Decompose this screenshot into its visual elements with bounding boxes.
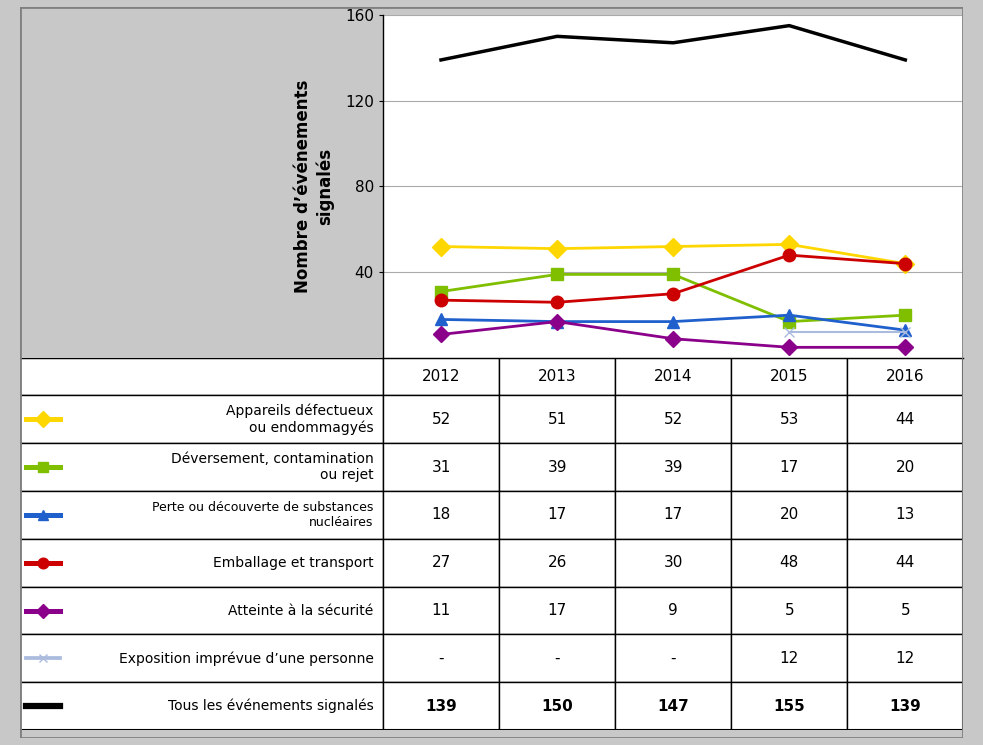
FancyBboxPatch shape	[383, 539, 499, 586]
Text: 44: 44	[896, 555, 915, 570]
FancyBboxPatch shape	[847, 586, 963, 635]
FancyBboxPatch shape	[383, 396, 499, 443]
Text: 12: 12	[896, 651, 915, 666]
Text: 31: 31	[432, 460, 450, 475]
FancyBboxPatch shape	[383, 443, 499, 491]
FancyBboxPatch shape	[499, 491, 615, 539]
FancyBboxPatch shape	[20, 635, 383, 682]
FancyBboxPatch shape	[615, 443, 731, 491]
FancyBboxPatch shape	[20, 358, 383, 396]
Text: 9: 9	[668, 603, 678, 618]
FancyBboxPatch shape	[731, 491, 847, 539]
FancyBboxPatch shape	[731, 586, 847, 635]
FancyBboxPatch shape	[615, 635, 731, 682]
FancyBboxPatch shape	[20, 396, 383, 443]
FancyBboxPatch shape	[499, 396, 615, 443]
Text: 20: 20	[896, 460, 915, 475]
Text: 155: 155	[774, 699, 805, 714]
Text: 2016: 2016	[886, 370, 925, 384]
Text: 147: 147	[658, 699, 689, 714]
FancyBboxPatch shape	[615, 358, 731, 396]
FancyBboxPatch shape	[731, 682, 847, 730]
Text: Exposition imprévue d’une personne: Exposition imprévue d’une personne	[119, 651, 374, 665]
FancyBboxPatch shape	[847, 443, 963, 491]
FancyBboxPatch shape	[20, 539, 383, 586]
FancyBboxPatch shape	[847, 635, 963, 682]
FancyBboxPatch shape	[20, 586, 383, 635]
Text: 2015: 2015	[770, 370, 808, 384]
Text: 17: 17	[780, 460, 799, 475]
Text: -: -	[438, 651, 443, 666]
FancyBboxPatch shape	[731, 635, 847, 682]
FancyBboxPatch shape	[847, 539, 963, 586]
FancyBboxPatch shape	[615, 682, 731, 730]
Text: 139: 139	[890, 699, 921, 714]
Text: 11: 11	[432, 603, 450, 618]
Text: 17: 17	[548, 603, 567, 618]
FancyBboxPatch shape	[499, 682, 615, 730]
Text: 5: 5	[900, 603, 910, 618]
Text: -: -	[670, 651, 676, 666]
Text: Déversement, contamination
ou rejet: Déversement, contamination ou rejet	[171, 452, 374, 482]
Text: 5: 5	[784, 603, 794, 618]
FancyBboxPatch shape	[731, 358, 847, 396]
FancyBboxPatch shape	[615, 491, 731, 539]
Text: 17: 17	[548, 507, 567, 522]
Text: 20: 20	[780, 507, 799, 522]
Text: 44: 44	[896, 412, 915, 427]
Text: 12: 12	[780, 651, 799, 666]
FancyBboxPatch shape	[20, 443, 383, 491]
Text: 13: 13	[896, 507, 915, 522]
FancyBboxPatch shape	[615, 539, 731, 586]
Text: 53: 53	[780, 412, 799, 427]
Text: Tous les événements signalés: Tous les événements signalés	[168, 699, 374, 714]
FancyBboxPatch shape	[499, 635, 615, 682]
FancyBboxPatch shape	[383, 358, 499, 396]
Text: Atteinte à la sécurité: Atteinte à la sécurité	[228, 603, 374, 618]
Text: 48: 48	[780, 555, 799, 570]
FancyBboxPatch shape	[383, 635, 499, 682]
FancyBboxPatch shape	[499, 539, 615, 586]
Text: Emballage et transport: Emballage et transport	[213, 556, 374, 570]
Text: Appareils défectueux
ou endommagyés: Appareils défectueux ou endommagyés	[226, 404, 374, 435]
FancyBboxPatch shape	[615, 586, 731, 635]
Text: 52: 52	[432, 412, 450, 427]
Text: 30: 30	[664, 555, 683, 570]
FancyBboxPatch shape	[499, 443, 615, 491]
Text: 2013: 2013	[538, 370, 576, 384]
Text: Perte ou découverte de substances
nucléaires: Perte ou découverte de substances nucléa…	[152, 501, 374, 529]
FancyBboxPatch shape	[847, 358, 963, 396]
FancyBboxPatch shape	[615, 396, 731, 443]
Y-axis label: Nombre d’événements
signalés: Nombre d’événements signalés	[295, 80, 334, 294]
FancyBboxPatch shape	[847, 682, 963, 730]
FancyBboxPatch shape	[20, 682, 383, 730]
Text: 2012: 2012	[422, 370, 460, 384]
Text: -: -	[554, 651, 560, 666]
FancyBboxPatch shape	[499, 586, 615, 635]
Text: 2014: 2014	[654, 370, 692, 384]
FancyBboxPatch shape	[731, 539, 847, 586]
Text: 18: 18	[432, 507, 450, 522]
Text: 26: 26	[548, 555, 567, 570]
Text: 139: 139	[425, 699, 457, 714]
Text: 52: 52	[664, 412, 683, 427]
Text: 150: 150	[542, 699, 573, 714]
FancyBboxPatch shape	[499, 358, 615, 396]
Text: 17: 17	[664, 507, 683, 522]
FancyBboxPatch shape	[383, 491, 499, 539]
Text: 39: 39	[664, 460, 683, 475]
Text: 39: 39	[548, 460, 567, 475]
Text: 51: 51	[548, 412, 567, 427]
Text: 27: 27	[432, 555, 450, 570]
FancyBboxPatch shape	[20, 491, 383, 539]
FancyBboxPatch shape	[731, 396, 847, 443]
FancyBboxPatch shape	[847, 396, 963, 443]
FancyBboxPatch shape	[383, 682, 499, 730]
FancyBboxPatch shape	[731, 443, 847, 491]
FancyBboxPatch shape	[847, 491, 963, 539]
FancyBboxPatch shape	[383, 586, 499, 635]
